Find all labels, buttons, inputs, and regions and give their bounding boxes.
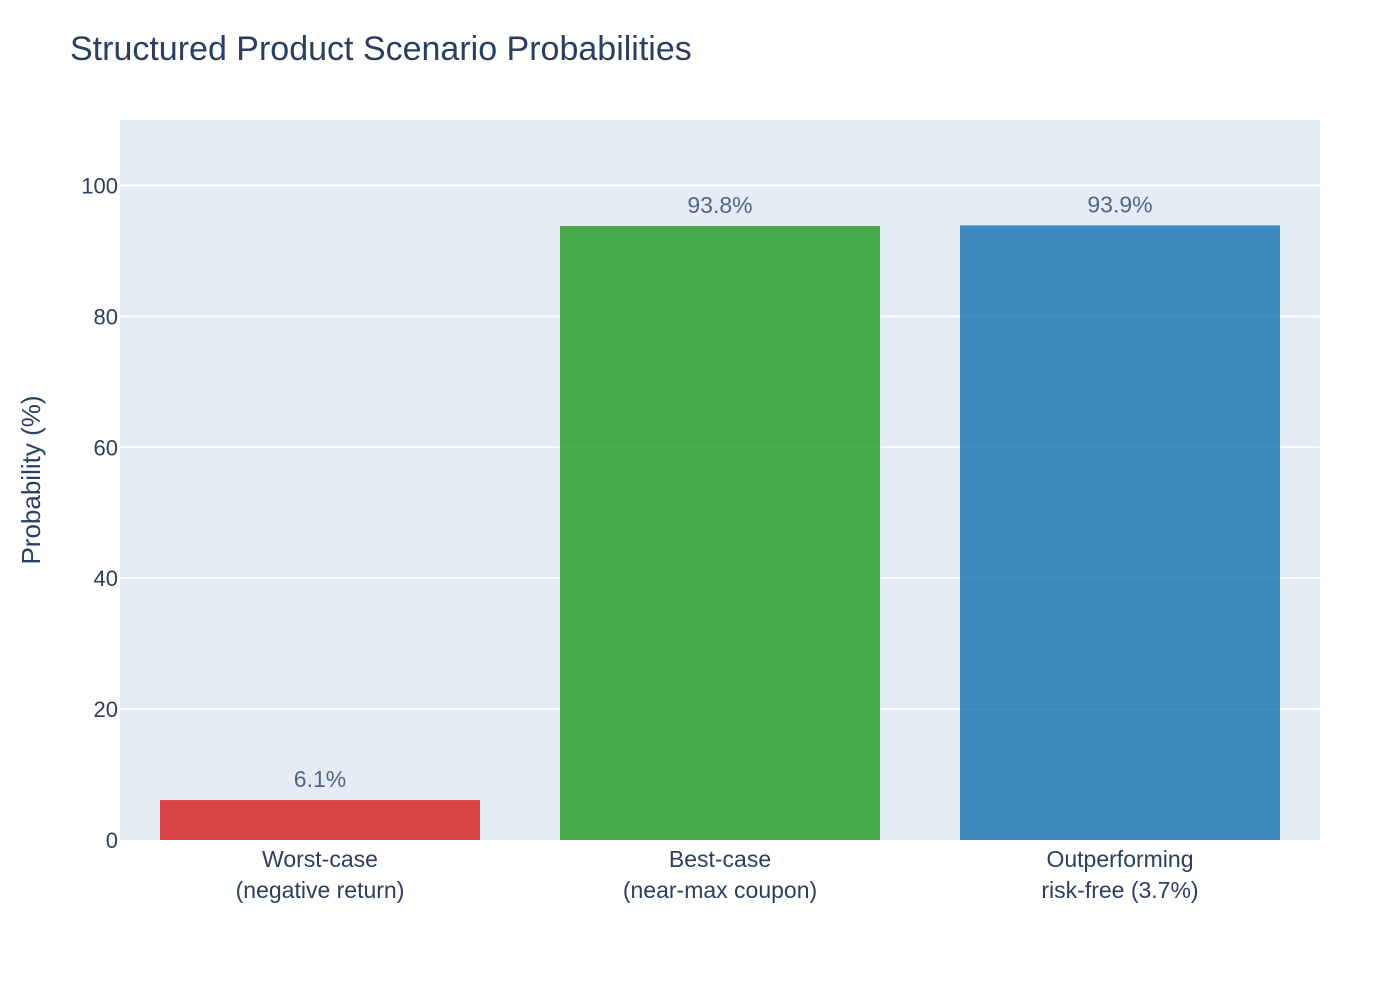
x-axis-categories: Worst-case (negative return) Best-case (nea… (236, 846, 1199, 903)
x-category-label: Best-case (669, 846, 771, 872)
x-category-label: Worst-case (262, 846, 378, 872)
bar-value-label: 93.8% (687, 192, 752, 218)
bar (960, 225, 1280, 840)
bar (560, 226, 880, 840)
y-tick-label: 60 (94, 435, 118, 460)
y-tick-label: 40 (94, 566, 118, 591)
x-category-label: Outperforming (1046, 846, 1193, 872)
bar-value-label: 93.9% (1087, 191, 1152, 217)
y-tick-label: 20 (94, 697, 118, 722)
x-category-label: risk-free (3.7%) (1041, 877, 1198, 903)
y-tick-label: 0 (106, 828, 118, 853)
bar (160, 800, 480, 840)
data-labels: 6.1% 93.8% 93.9% (294, 191, 1153, 792)
x-category-label: (negative return) (236, 877, 405, 903)
y-tick-label: 80 (94, 304, 118, 329)
x-category-label: (near-max coupon) (623, 877, 817, 903)
bar-value-label: 6.1% (294, 766, 346, 792)
y-axis-ticks: 0 20 40 60 80 100 (81, 173, 118, 853)
bars (160, 225, 1280, 840)
y-axis-title: Probability (%) (16, 395, 46, 564)
y-tick-label: 100 (81, 173, 118, 198)
chart-title: Structured Product Scenario Probabilitie… (70, 30, 692, 68)
